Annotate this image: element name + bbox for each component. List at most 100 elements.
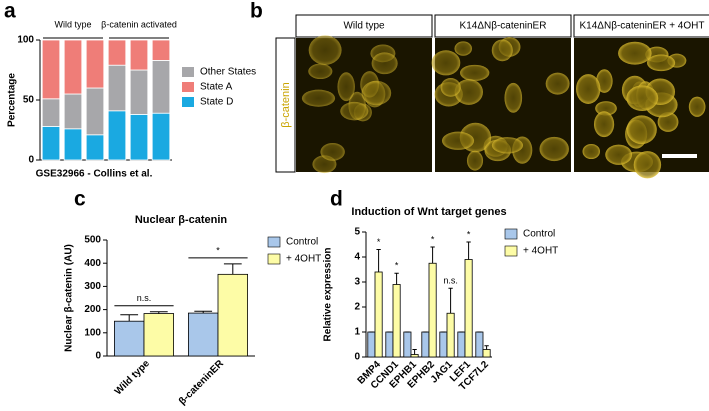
y-tick-label: 0: [95, 351, 101, 362]
panel-label: c: [74, 188, 86, 211]
cell: [688, 96, 706, 117]
cell: [605, 144, 633, 165]
y-tick-label: 500: [84, 235, 101, 246]
y-axis-label: Relative expression: [323, 248, 334, 342]
bar: [410, 354, 419, 358]
bar: [464, 259, 473, 358]
y-tick-label: 1: [354, 327, 360, 338]
annotation: n.s.: [137, 293, 152, 303]
y-tick-label: 200: [84, 304, 101, 315]
legend-swatch: [182, 97, 194, 107]
y-tick-label: 400: [84, 258, 101, 269]
chart-title: Nuclear β-catenin: [135, 214, 228, 226]
image-title-box: [295, 14, 433, 38]
y-tick-label: 3: [354, 277, 360, 288]
y-tick-label: 0: [28, 155, 34, 166]
bar-segment: [151, 112, 171, 161]
bar-segment: [107, 64, 127, 112]
legend-label: Other States: [200, 67, 256, 78]
bar-segment: [129, 114, 149, 161]
image-title-box: [434, 14, 572, 38]
y-tick-label: 5: [354, 227, 360, 238]
group-label: β-catenin activated: [101, 19, 177, 29]
bar-segment: [85, 87, 105, 136]
bar: [367, 331, 376, 358]
y-tick-label: 4: [354, 252, 360, 263]
cell: [595, 101, 617, 116]
legend-swatch: [267, 236, 281, 248]
cell: [593, 111, 615, 138]
bar-segment: [107, 110, 127, 161]
legend-swatch: [504, 228, 518, 240]
bar: [374, 271, 383, 358]
legend-label: + 4OHT: [286, 254, 321, 265]
bar: [457, 331, 466, 358]
annotation: *: [216, 245, 220, 255]
bar-segment: [63, 93, 83, 130]
legend-swatch: [182, 82, 194, 92]
legend-swatch: [267, 253, 281, 265]
cell: [626, 115, 657, 145]
cell: [626, 85, 659, 111]
cell: [460, 64, 490, 81]
micrographs: β-catenin Wild type K14ΔNβ-cateninER K14ΔN…: [275, 14, 709, 179]
cell: [308, 63, 333, 80]
y-tick-label: 0: [354, 352, 360, 363]
bar: [475, 331, 484, 358]
x-tick-label: Wild type: [113, 358, 152, 397]
panel-label: a: [4, 0, 16, 23]
legend-label: State A: [200, 82, 233, 93]
group-label: Wild type: [54, 19, 91, 29]
bar-segment: [85, 39, 105, 89]
bar-segment: [41, 98, 61, 127]
bar: [403, 331, 412, 358]
annotation: *: [377, 237, 381, 247]
cell: [504, 82, 523, 113]
bar-segment: [41, 39, 61, 100]
cell: [466, 150, 484, 171]
bar-segment: [63, 39, 83, 95]
legend-label: Control: [286, 237, 318, 248]
legend-label: + 4OHT: [523, 246, 558, 257]
legend-swatch: [182, 67, 194, 77]
y-tick-label: 100: [84, 327, 101, 338]
bar: [446, 312, 455, 358]
panel-label: d: [330, 188, 343, 211]
cell: [491, 137, 524, 154]
cell: [320, 142, 345, 161]
bar: [439, 331, 448, 358]
bar-segment: [63, 128, 83, 161]
cell: [576, 74, 601, 104]
cell: [618, 41, 652, 65]
image-ylabel: β-catenin: [280, 82, 292, 127]
annotation: *: [395, 261, 399, 271]
image-title: K14ΔNβ-cateninER + 4OHT: [580, 21, 705, 32]
cell: [361, 80, 392, 106]
cell: [371, 52, 398, 75]
bar: [143, 313, 175, 357]
annotation: *: [467, 229, 471, 239]
bar: [385, 331, 394, 358]
y-tick-label: 2: [354, 302, 360, 313]
bar-segment: [41, 126, 61, 161]
x-axis-label: GSE32966 - Collins et al.: [36, 169, 153, 180]
cell: [337, 72, 355, 102]
legend-label: Control: [523, 229, 555, 240]
y-tick-label: 50: [23, 95, 35, 106]
bar: [392, 284, 401, 358]
cell: [491, 39, 513, 62]
legend-label: State D: [200, 97, 233, 108]
bar-segment: [151, 60, 171, 114]
cell: [440, 78, 461, 97]
chart-title: Induction of Wnt target genes: [351, 206, 506, 218]
bar: [114, 320, 145, 357]
y-tick-label: 300: [84, 281, 101, 292]
bar-segment: [85, 134, 105, 161]
cell: [454, 79, 483, 105]
annotation: n.s.: [443, 276, 458, 286]
image-title: K14ΔNβ-cateninER: [460, 21, 547, 32]
cell: [545, 72, 570, 95]
cell: [539, 136, 569, 162]
bar-segment: [129, 69, 149, 115]
